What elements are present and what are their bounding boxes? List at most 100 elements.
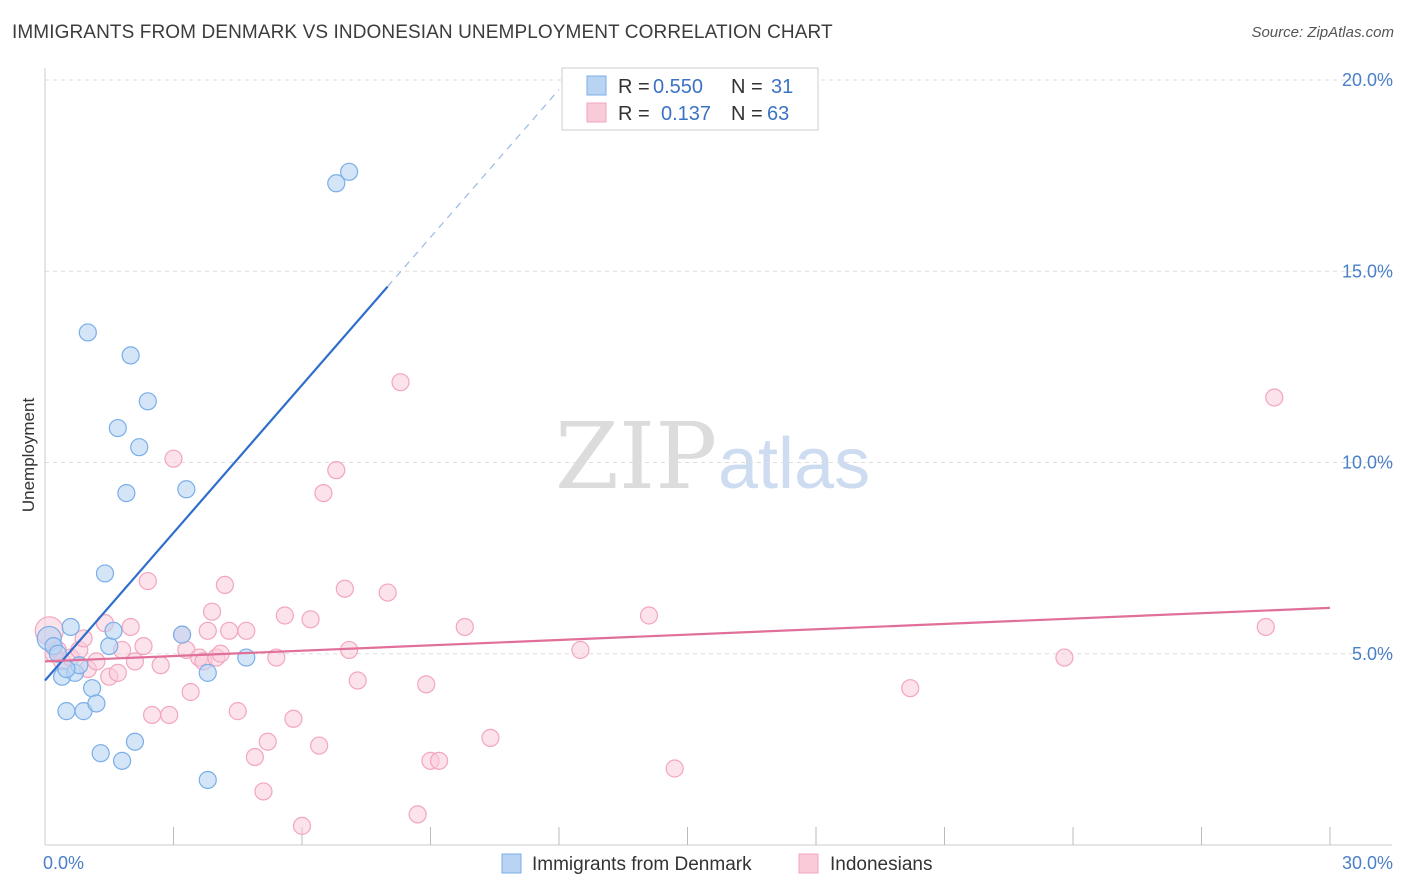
indonesians-point-41 (301, 610, 320, 629)
indonesians-point-59 (901, 679, 920, 698)
trend-lines (44, 89, 1331, 682)
denmark-point-2 (48, 644, 67, 663)
watermark-atlas: atlas (718, 424, 870, 504)
bottom-swatch-denmark (501, 853, 522, 874)
bottom-swatch-indonesians (798, 853, 819, 874)
indonesians-point-18 (151, 656, 170, 675)
legend-n-label-1: N = (731, 76, 763, 98)
indonesians-point-16 (138, 571, 157, 591)
legend-n-value-2: 63 (767, 103, 789, 125)
indonesians-point-36 (258, 732, 277, 751)
denmark-point-10 (87, 694, 106, 713)
denmark-trend-line (44, 285, 389, 682)
legend-label-denmark: Immigrants from Denmark (532, 854, 752, 875)
indonesians-point-34 (245, 747, 264, 767)
denmark-point-11 (91, 744, 110, 763)
indonesians-point-30 (215, 575, 234, 595)
denmark-point-25 (198, 663, 217, 682)
indonesians-point-54 (455, 617, 474, 637)
legend-n-label-2: N = (731, 103, 763, 125)
y-axis-label: Unemployment (19, 398, 38, 513)
denmark-point-23 (172, 625, 192, 644)
indonesians-point-62 (1265, 388, 1284, 407)
indonesians-trend-line (44, 606, 1331, 663)
indonesians-point-35 (254, 782, 273, 801)
series-legend: Immigrants from Denmark Indonesians (501, 853, 932, 875)
indonesians-point-43 (314, 484, 333, 503)
denmark-point-22 (117, 484, 136, 503)
denmark-point-24 (177, 480, 196, 499)
indonesians-point-40 (292, 816, 312, 835)
denmark-point-9 (83, 679, 102, 698)
denmark-points (36, 162, 359, 790)
legend-r-value-2: 0.137 (661, 103, 711, 125)
y-tick-label-0: 5.0% (1352, 644, 1393, 664)
indonesians-point-17 (142, 705, 162, 725)
legend-r-label-1: R = (618, 76, 650, 98)
indonesians-point-33 (237, 621, 256, 640)
y-tick-label-1: 10.0% (1342, 453, 1393, 473)
indonesians-point-44 (327, 461, 346, 480)
indonesians-point-19 (160, 705, 179, 725)
indonesians-point-14 (125, 652, 145, 671)
denmark-point-20 (138, 392, 157, 411)
denmark-point-27 (198, 770, 217, 790)
indonesians-point-53 (429, 751, 449, 770)
legend-n-value-1: 31 (771, 76, 793, 98)
denmark-point-7 (57, 702, 76, 721)
indonesians-point-23 (181, 682, 200, 702)
denmark-point-4 (61, 617, 80, 637)
denmark-point-16 (125, 732, 145, 751)
chart-title: IMMIGRANTS FROM DENMARK VS INDONESIAN UN… (12, 22, 833, 43)
indonesians-point-13 (121, 617, 140, 637)
indonesians-point-8 (87, 652, 106, 671)
indonesians-point-32 (228, 702, 247, 721)
denmark-point-12 (95, 564, 115, 583)
x-tick-label-0: 0.0% (43, 853, 84, 873)
denmark-point-21 (130, 438, 149, 457)
denmark-point-14 (104, 621, 123, 640)
indonesians-point-61 (1256, 617, 1275, 637)
denmark-point-29 (340, 162, 359, 181)
indonesians-point-11 (108, 663, 127, 682)
tick-labels: 5.0% 10.0% 15.0% 20.0% 0.0% 30.0% (43, 70, 1393, 873)
indonesians-point-20 (164, 449, 183, 468)
denmark-point-19 (108, 418, 127, 438)
axes (44, 68, 1392, 846)
indonesians-point-26 (198, 621, 217, 640)
x-tick-label-1: 30.0% (1342, 853, 1393, 873)
indonesians-point-56 (571, 640, 590, 660)
grid-lines (45, 79, 1392, 655)
indonesians-point-55 (481, 728, 500, 748)
denmark-point-15 (112, 751, 132, 770)
denmark-trend-extension (387, 89, 560, 287)
denmark-point-13 (100, 636, 119, 656)
denmark-point-18 (121, 346, 140, 365)
indonesians-point-48 (378, 583, 397, 602)
indonesians-point-45 (335, 579, 354, 598)
denmark-point-17 (78, 323, 97, 342)
legend-swatch-denmark (586, 75, 607, 96)
indonesians-point-51 (417, 675, 436, 694)
indonesians-point-31 (220, 621, 239, 640)
legend-r-label-2: R = (618, 103, 650, 125)
denmark-point-26 (237, 648, 256, 667)
indonesians-point-50 (408, 805, 427, 824)
y-tick-label-3: 20.0% (1342, 70, 1393, 90)
indonesians-point-38 (275, 606, 294, 625)
indonesians-point-15 (134, 636, 153, 656)
chart-source: Source: ZipAtlas.com (1251, 24, 1394, 41)
legend-r-value-1: 0.550 (653, 76, 703, 98)
indonesians-point-49 (391, 373, 410, 392)
indonesians-point-57 (639, 606, 659, 625)
legend-label-indonesians: Indonesians (830, 854, 932, 875)
indonesians-point-58 (665, 759, 684, 778)
indonesians-point-47 (348, 671, 367, 690)
indonesians-point-60 (1055, 648, 1074, 667)
indonesians-point-37 (267, 648, 286, 667)
y-tick-label-2: 15.0% (1342, 261, 1393, 281)
indonesians-point-39 (284, 709, 303, 728)
watermark-zip: ZIP (555, 403, 717, 510)
denmark-point-28 (327, 174, 346, 193)
